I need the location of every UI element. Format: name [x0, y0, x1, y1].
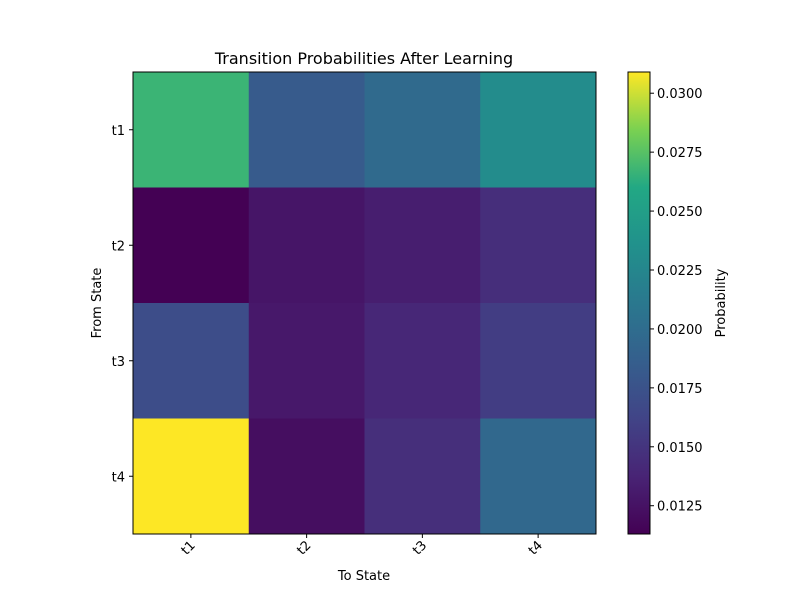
colorbar-ticks: 0.0125 0.0150 0.0175 0.0200 0.0225 0.0250 0.02… — [650, 87, 703, 515]
y-tick-label: t4 — [112, 470, 125, 485]
colorbar-tick-label: 0.0300 — [657, 87, 703, 102]
colorbar-tick-label: 0.0200 — [657, 323, 703, 338]
heatmap-cell-t3-t1 — [133, 303, 250, 419]
heatmap-cells — [133, 72, 597, 535]
y-axis-label: From State — [90, 268, 105, 339]
x-axis-label: To State — [337, 569, 390, 584]
x-tick-label: t4 — [526, 538, 546, 558]
heatmap-cell-t1-t2 — [248, 72, 365, 188]
x-tick-label: t1 — [179, 538, 199, 558]
heatmap-cell-t2-t2 — [248, 187, 365, 304]
y-tick-label: t1 — [112, 124, 125, 139]
x-tick-label: t2 — [294, 538, 314, 558]
y-tick-label: t3 — [112, 355, 125, 370]
plot-frame — [132, 71, 597, 535]
heatmap-cell-t2-t3 — [364, 187, 481, 304]
heatmap-cell-t1-t3 — [364, 72, 481, 188]
colorbar-tick-label: 0.0250 — [657, 205, 703, 220]
heatmap-cell-t4-t1 — [133, 418, 250, 535]
heatmap-cell-t2-t1 — [133, 187, 250, 304]
colorbar — [627, 71, 651, 535]
colorbar-tick-label: 0.0150 — [657, 441, 703, 456]
heatmap-cell-t3-t2 — [248, 303, 365, 419]
y-axis-ticks: t1 t2 t3 t4 — [112, 124, 133, 485]
heatmap-cell-t4-t2 — [248, 418, 365, 535]
heatmap-cell-t2-t4 — [480, 187, 597, 304]
heatmap-cell-t4-t4 — [480, 418, 597, 535]
x-axis-ticks: t1 t2 t3 t4 — [179, 534, 546, 558]
colorbar-label: Probability — [714, 268, 729, 337]
heatmap-cell-t1-t4 — [480, 72, 597, 188]
heatmap-cell-t1-t1 — [133, 72, 250, 188]
heatmap-cell-t3-t4 — [480, 303, 597, 419]
colorbar-tick-label: 0.0275 — [657, 146, 703, 161]
colorbar-tick-label: 0.0225 — [657, 264, 703, 279]
y-tick-label: t2 — [112, 239, 125, 254]
colorbar-tick-label: 0.0175 — [657, 382, 703, 397]
x-tick-label: t3 — [410, 538, 430, 558]
heatmap-cell-t3-t3 — [364, 303, 481, 419]
chart-title: Transition Probabilities After Learning — [214, 49, 513, 68]
heatmap-cell-t4-t3 — [364, 418, 481, 535]
colorbar-tick-label: 0.0125 — [657, 500, 703, 515]
